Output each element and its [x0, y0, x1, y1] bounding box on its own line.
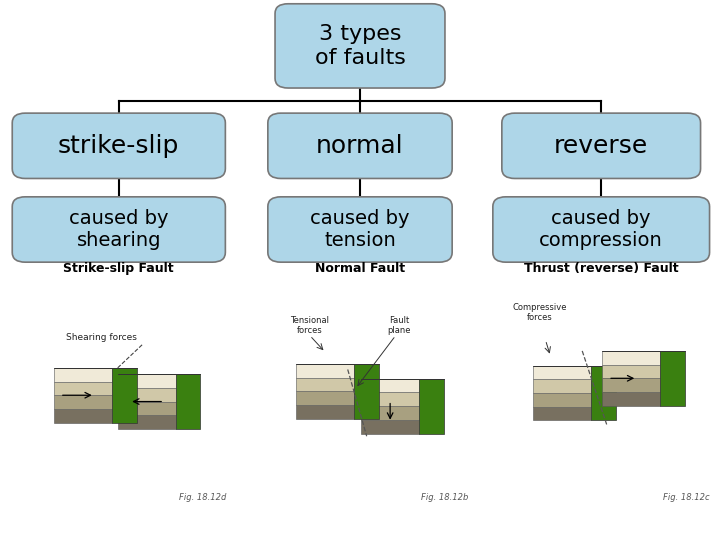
Polygon shape [361, 379, 419, 393]
FancyBboxPatch shape [275, 4, 445, 88]
Polygon shape [117, 415, 176, 429]
Text: Normal Fault: Normal Fault [315, 262, 405, 275]
Polygon shape [361, 406, 419, 420]
Polygon shape [533, 379, 591, 393]
FancyBboxPatch shape [268, 113, 452, 178]
Text: normal: normal [316, 134, 404, 158]
Polygon shape [603, 392, 660, 406]
Polygon shape [297, 392, 354, 405]
Polygon shape [533, 407, 591, 421]
Text: 3 types
of faults: 3 types of faults [315, 24, 405, 68]
Text: caused by
compression: caused by compression [539, 209, 663, 250]
Text: Fig. 18.12c: Fig. 18.12c [662, 493, 709, 502]
Polygon shape [533, 393, 591, 407]
Polygon shape [117, 388, 176, 402]
Text: Fig. 18.12d: Fig. 18.12d [179, 493, 227, 502]
Text: Compressive
forces: Compressive forces [513, 303, 567, 322]
Polygon shape [603, 351, 660, 364]
Polygon shape [117, 374, 176, 388]
Polygon shape [603, 379, 660, 392]
Polygon shape [419, 379, 444, 434]
Polygon shape [361, 420, 419, 434]
Polygon shape [297, 377, 354, 392]
Polygon shape [361, 393, 419, 406]
Polygon shape [176, 374, 200, 429]
FancyBboxPatch shape [492, 197, 709, 262]
Polygon shape [297, 405, 354, 418]
Polygon shape [117, 402, 176, 415]
Polygon shape [54, 382, 112, 395]
Text: Tensional
forces: Tensional forces [290, 316, 329, 335]
Polygon shape [591, 366, 616, 421]
Polygon shape [54, 368, 112, 382]
Text: Shearing forces: Shearing forces [66, 333, 137, 342]
Text: Fault
plane: Fault plane [387, 316, 411, 335]
Text: Fig. 18.12b: Fig. 18.12b [420, 493, 468, 502]
Polygon shape [297, 364, 354, 377]
FancyBboxPatch shape [502, 113, 701, 178]
Polygon shape [54, 395, 112, 409]
Text: Strike-slip Fault: Strike-slip Fault [63, 262, 174, 275]
FancyBboxPatch shape [268, 197, 452, 262]
Text: caused by
tension: caused by tension [310, 209, 410, 250]
Text: strike-slip: strike-slip [58, 134, 179, 158]
Polygon shape [660, 351, 685, 406]
Text: reverse: reverse [554, 134, 648, 158]
Polygon shape [54, 409, 112, 423]
Text: Thrust (reverse) Fault: Thrust (reverse) Fault [524, 262, 678, 275]
Text: caused by
shearing: caused by shearing [69, 209, 168, 250]
Polygon shape [112, 368, 137, 423]
Polygon shape [533, 366, 591, 379]
Polygon shape [354, 364, 379, 418]
FancyBboxPatch shape [12, 197, 225, 262]
Polygon shape [603, 364, 660, 379]
FancyBboxPatch shape [12, 113, 225, 178]
